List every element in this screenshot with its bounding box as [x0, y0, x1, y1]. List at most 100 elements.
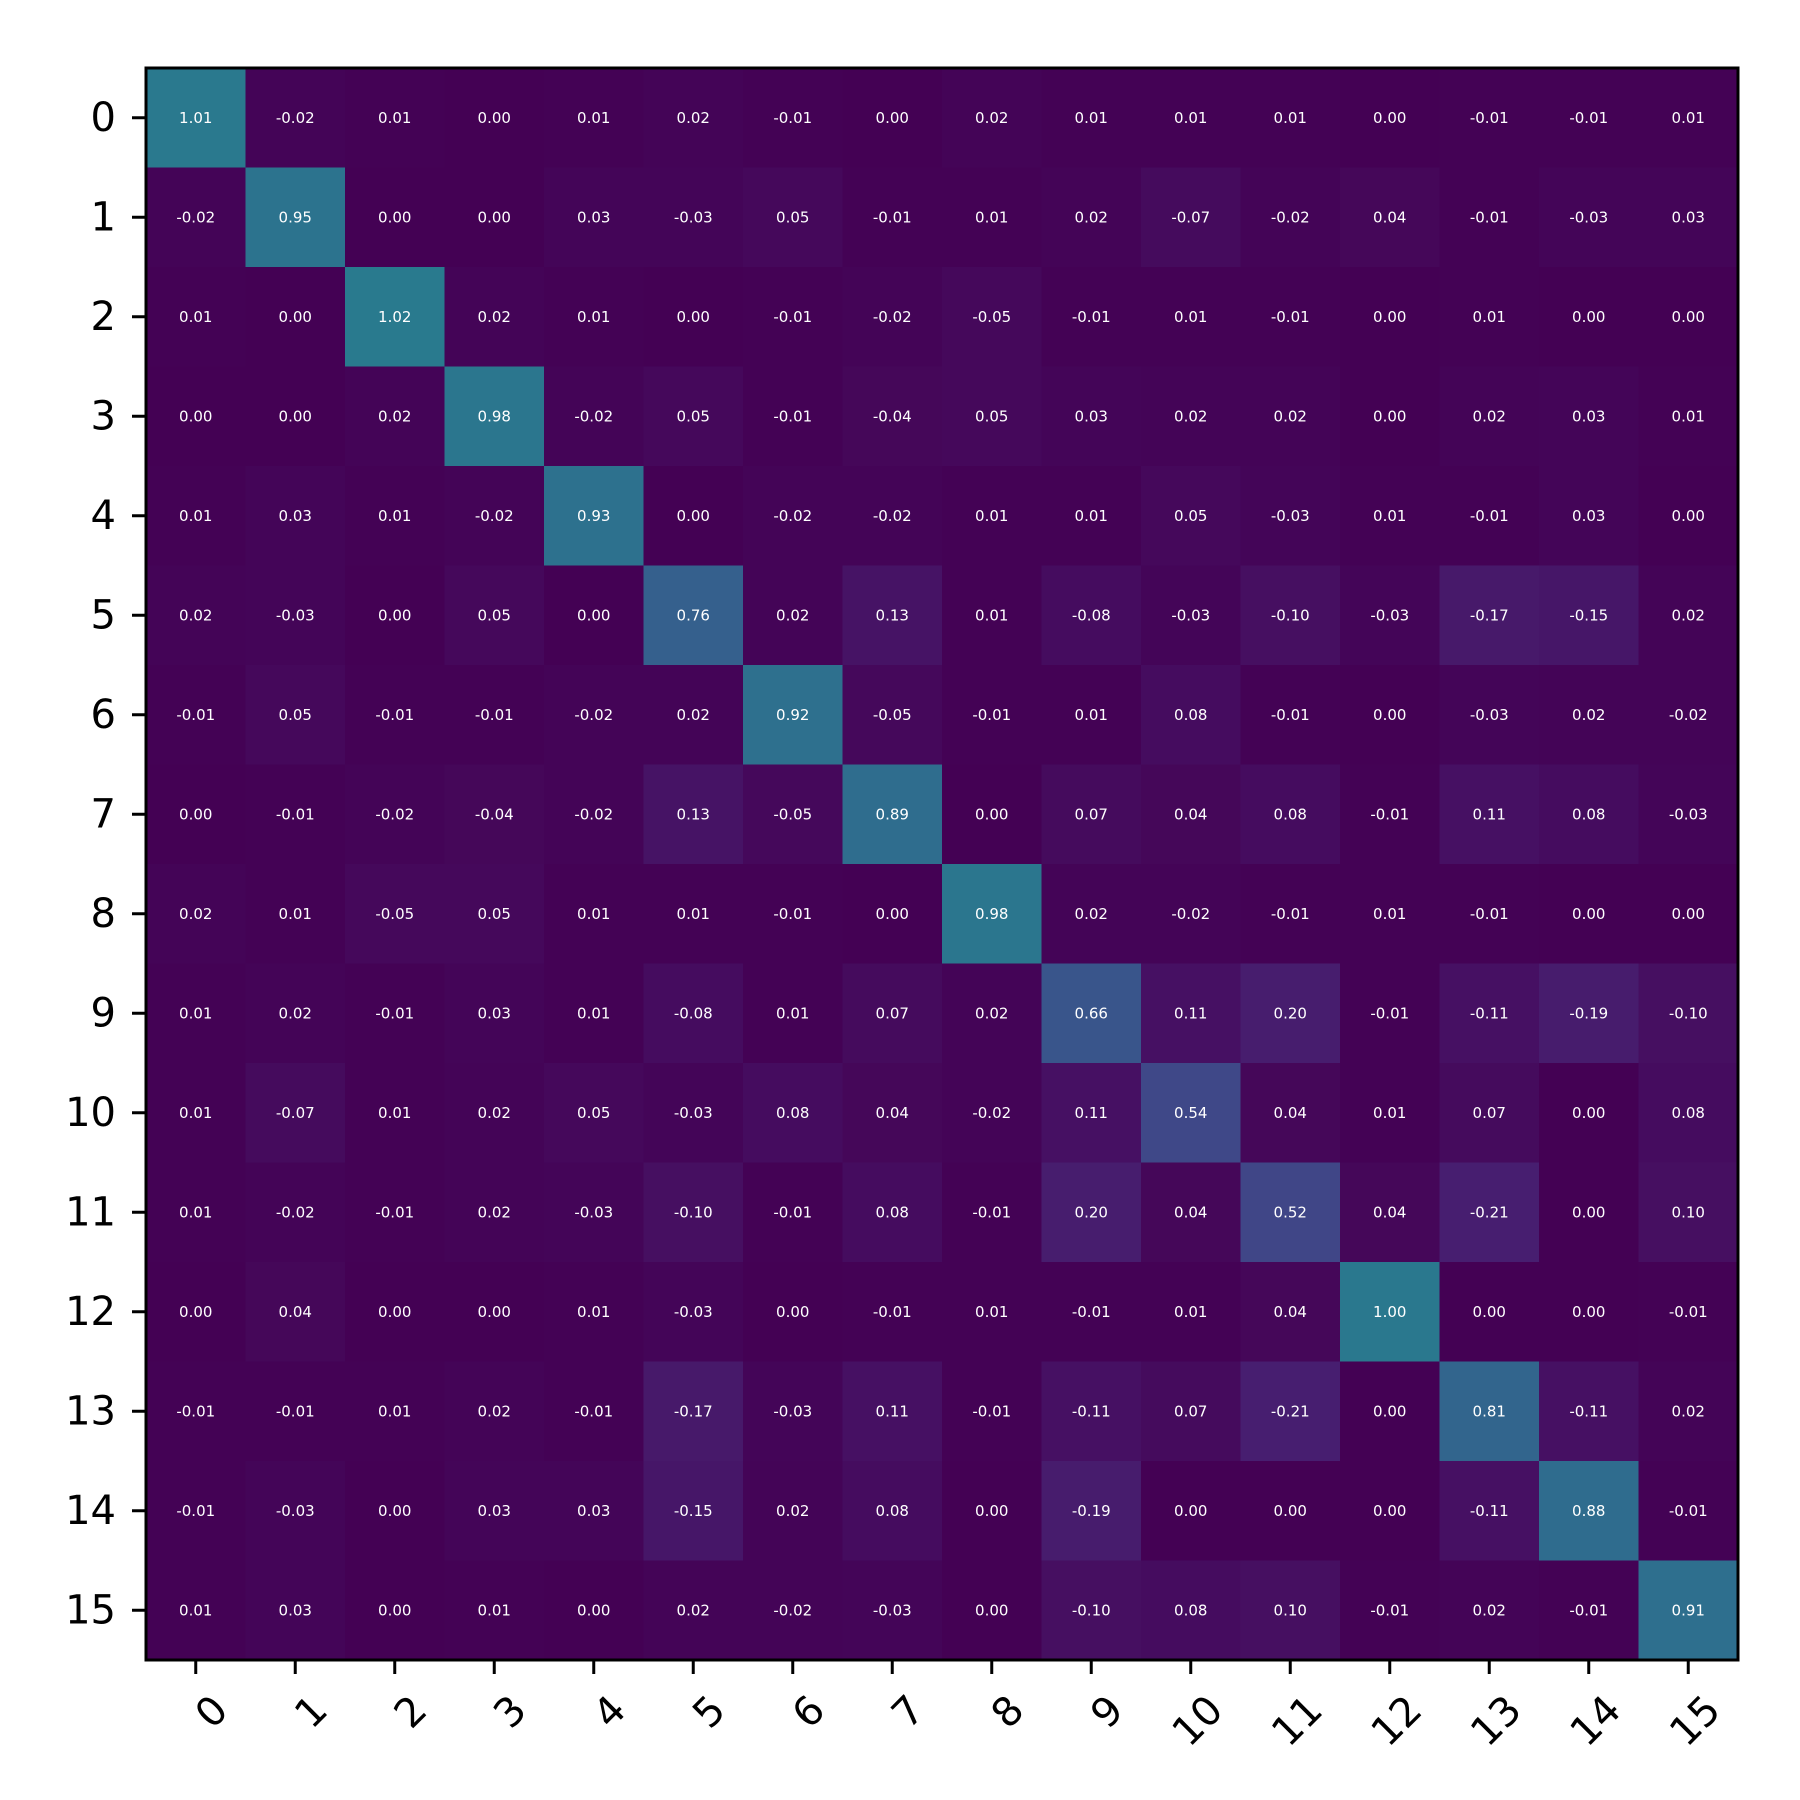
heatmap-cell — [544, 466, 644, 566]
heatmap-cell — [1141, 1560, 1241, 1661]
cell-value-label: 0.02 — [1672, 606, 1705, 624]
heatmap-cell — [942, 1361, 1042, 1462]
heatmap-cell — [1439, 267, 1540, 367]
cell-value-label: 0.00 — [279, 407, 312, 425]
heatmap-cell — [1141, 1262, 1241, 1362]
heatmap-cell — [1439, 665, 1540, 765]
heatmap-cell — [1240, 1162, 1341, 1263]
heatmap-cell — [1340, 1063, 1440, 1163]
heatmap-cell — [544, 1262, 644, 1362]
cell-value-label: -0.01 — [972, 706, 1011, 724]
heatmap-cell — [345, 764, 445, 865]
heatmap-cell — [1141, 366, 1241, 467]
heatmap-cell — [1041, 267, 1142, 367]
heatmap-cell — [1240, 764, 1341, 865]
heatmap-cell — [345, 1361, 445, 1462]
cell-value-label: -0.01 — [1470, 208, 1509, 226]
heatmap-cell — [444, 565, 545, 666]
cell-value-label: -0.05 — [375, 905, 414, 923]
cell-value-label: 0.98 — [975, 905, 1008, 923]
cell-value-label: 0.08 — [1672, 1104, 1705, 1122]
heatmap-cell — [1340, 167, 1440, 268]
cell-value-label: -0.01 — [1271, 706, 1310, 724]
y-tick-label: 12 — [65, 1289, 116, 1335]
heatmap-cell — [544, 167, 644, 268]
heatmap-cell — [743, 565, 843, 666]
heatmap-cell — [1439, 167, 1540, 268]
heatmap-cell — [1539, 1262, 1639, 1362]
heatmap-cell — [1638, 1063, 1739, 1163]
cell-value-label: 0.01 — [975, 507, 1008, 525]
cell-value-label: 0.02 — [1174, 407, 1207, 425]
cell-value-label: -0.01 — [1569, 1601, 1608, 1619]
heatmap-cell — [643, 1361, 744, 1462]
heatmap-cell — [842, 963, 943, 1064]
cell-value-label: 0.00 — [776, 1303, 809, 1321]
cell-value-label: -0.07 — [1171, 208, 1210, 226]
heatmap-cell — [942, 963, 1042, 1064]
heatmap-cell — [1439, 1063, 1540, 1163]
cell-value-label: 0.02 — [478, 1203, 511, 1221]
cell-value-label: 0.02 — [478, 308, 511, 326]
heatmap-cell — [1041, 366, 1142, 467]
cell-value-label: 0.02 — [1572, 706, 1605, 724]
heatmap-cell — [1141, 1461, 1241, 1561]
cell-value-label: 0.02 — [975, 1004, 1008, 1022]
cell-value-label: 0.04 — [1174, 805, 1207, 823]
heatmap-cell — [643, 665, 744, 765]
y-tick-label: 14 — [65, 1488, 116, 1534]
heatmap-cell — [146, 764, 246, 865]
y-tick-label: 6 — [91, 692, 116, 738]
heatmap-cell — [1539, 267, 1639, 367]
cell-value-label: -0.19 — [1072, 1502, 1111, 1520]
heatmap-cell — [1141, 267, 1241, 367]
cell-value-label: -0.02 — [276, 109, 315, 127]
heatmap-cell — [1240, 68, 1341, 168]
cell-value-label: -0.02 — [475, 507, 514, 525]
heatmap-cell — [245, 1461, 346, 1561]
cell-value-label: 0.08 — [1274, 805, 1307, 823]
heatmap-cell — [1638, 267, 1739, 367]
cell-value-label: -0.19 — [1569, 1004, 1608, 1022]
heatmap-cell — [942, 366, 1042, 467]
cell-value-label: 0.02 — [677, 1601, 710, 1619]
heatmap-cell — [1340, 665, 1440, 765]
y-tick-label: 5 — [91, 592, 116, 638]
cell-value-label: -0.10 — [674, 1203, 713, 1221]
heatmap-cell — [842, 167, 943, 268]
cell-value-label: 0.11 — [1075, 1104, 1108, 1122]
heatmap-cell — [444, 1361, 545, 1462]
heatmap-cell — [444, 1262, 545, 1362]
cell-value-label: 0.11 — [1174, 1004, 1207, 1022]
heatmap-cell — [643, 466, 744, 566]
heatmap-cell — [146, 167, 246, 268]
heatmap-cell — [444, 1063, 545, 1163]
heatmap-cell — [1141, 665, 1241, 765]
cell-value-label: -0.03 — [276, 606, 315, 624]
cell-value-label: 0.00 — [975, 1502, 1008, 1520]
heatmap-cell — [345, 466, 445, 566]
heatmap-cell — [544, 864, 644, 964]
heatmap-cell — [942, 565, 1042, 666]
heatmap-cell — [1141, 167, 1241, 268]
cell-value-label: -0.01 — [972, 1402, 1011, 1420]
heatmap-cell — [1539, 764, 1639, 865]
heatmap-cell — [1439, 1461, 1540, 1561]
cell-value-label: 0.00 — [378, 1601, 411, 1619]
cell-value-label: 0.03 — [279, 1601, 312, 1619]
cell-value-label: 0.02 — [776, 1502, 809, 1520]
cell-value-label: 0.00 — [478, 109, 511, 127]
heatmap-cell — [1041, 565, 1142, 666]
cell-value-label: 0.01 — [1075, 706, 1108, 724]
heatmap-cell — [146, 864, 246, 964]
cell-value-label: 0.01 — [1672, 407, 1705, 425]
y-tick-label: 0 — [91, 95, 116, 141]
cell-value-label: 0.01 — [1473, 308, 1506, 326]
heatmap-cell — [643, 1461, 744, 1561]
heatmap-cell — [1041, 1162, 1142, 1263]
heatmap-cell — [743, 1361, 843, 1462]
cell-value-label: 0.01 — [776, 1004, 809, 1022]
heatmap-cell — [1638, 1361, 1739, 1462]
heatmap-cell — [146, 1262, 246, 1362]
